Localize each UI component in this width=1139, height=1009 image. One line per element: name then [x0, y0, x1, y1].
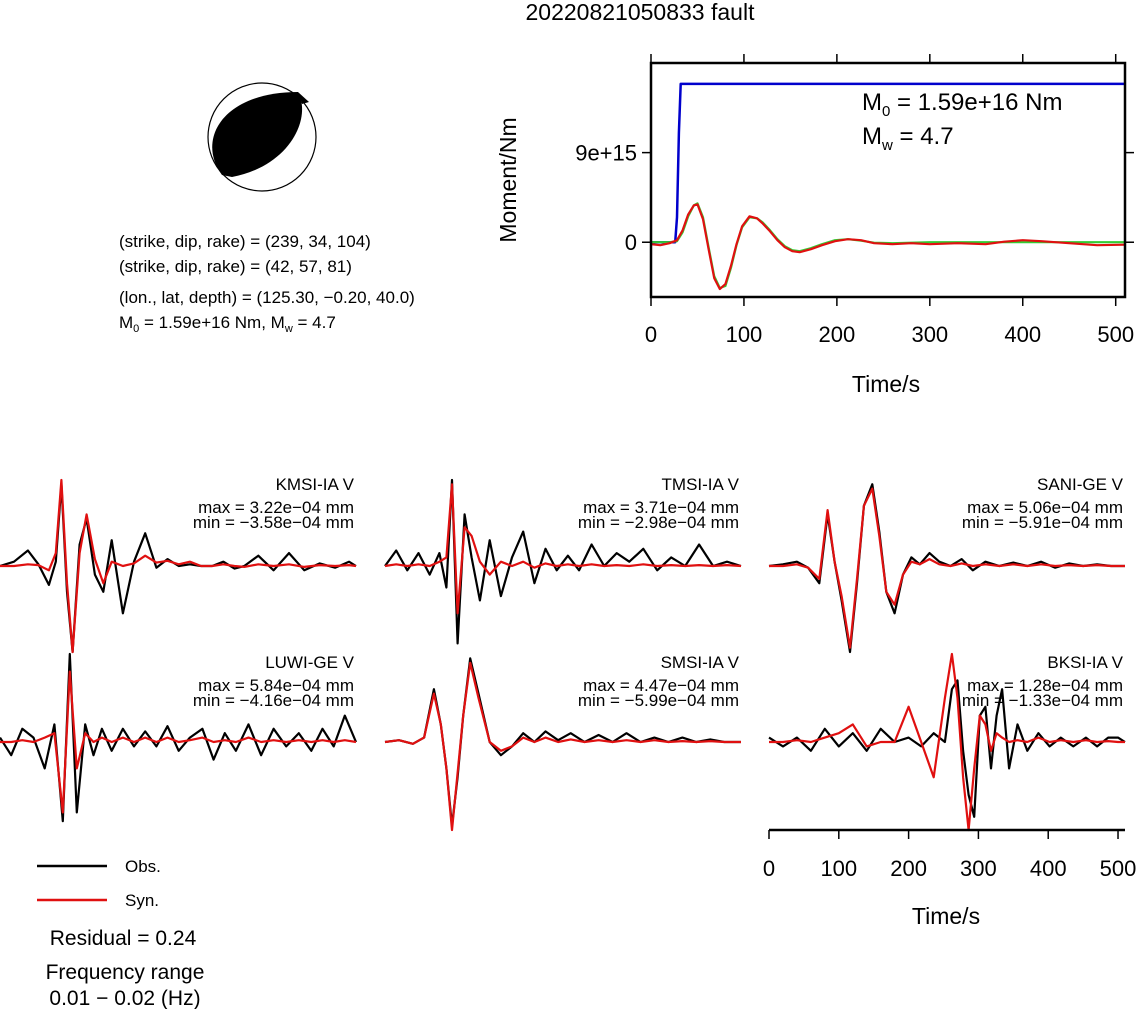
waveform-x-axis-label: Time/s	[912, 903, 980, 929]
station-name: SANI-GE V	[1037, 475, 1124, 494]
station-min: min = −3.58e−04 mm	[193, 513, 354, 532]
moment-plot-frame	[649, 61, 1127, 299]
station-min: min = −4.16e−04 mm	[193, 691, 354, 710]
figure-title: 20220821050833 fault	[526, 0, 756, 25]
synthetic-waveform	[0, 670, 357, 814]
station-min: min = −2.98e−04 mm	[578, 513, 739, 532]
station-min: min = −1.33e−04 mm	[962, 691, 1123, 710]
station-max: max = 4.47e−04 mm	[583, 676, 739, 695]
station-max: max = 3.22e−04 mm	[198, 498, 354, 517]
residual-text: Residual = 0.24	[50, 927, 197, 950]
moment-x-ticks: 0 100 200 300 400 500	[645, 54, 1134, 347]
moment-x-tick-label: 100	[726, 322, 763, 347]
legend-obs-label: Obs.	[125, 857, 161, 876]
synthetic-waveform	[769, 487, 1125, 649]
legend: Obs. Syn.	[37, 857, 161, 910]
station-min: min = −5.91e−04 mm	[962, 513, 1123, 532]
moment-mw-annotation: Mw = 4.7	[862, 123, 954, 154]
nodal-plane-1: (strike, dip, rake) = (239, 34, 104)	[119, 232, 371, 251]
moment-x-tick-label: 0	[645, 322, 657, 347]
waveform-x-tick-label: 300	[960, 856, 997, 881]
station-max: max = 3.71e−04 mm	[583, 498, 739, 517]
moment-series-rate	[650, 203, 1126, 291]
waveform-x-tick-label: 0	[763, 856, 775, 881]
moment-y-tick-label: 0	[625, 230, 637, 255]
station-min: min = −5.99e−04 mm	[578, 691, 739, 710]
station-name: SMSI-IA V	[661, 653, 740, 672]
moment-panel: 0 100 200 300 400 500 0 9e+15 Time/s Moment/Nm…	[495, 54, 1134, 397]
waveform-x-tick-label: 100	[820, 856, 857, 881]
station-name: BKSI-IA V	[1047, 653, 1123, 672]
moment-m0-annotation: M0 = 1.59e+16 Nm	[862, 89, 1062, 120]
frequency-range-value: 0.01 − 0.02 (Hz)	[49, 987, 200, 1009]
waveform-x-tick-label: 400	[1030, 856, 1067, 881]
station-name: LUWI-GE V	[265, 653, 354, 672]
moment-y-axis-label: Moment/Nm	[495, 117, 521, 242]
hypocenter-location: (lon., lat, depth) = (125.30, −0.20, 40.…	[119, 288, 415, 307]
moment-magnitude-line: M0 = 1.59e+16 Nm, Mw = 4.7	[119, 313, 336, 335]
waveform-x-tick-label: 500	[1100, 856, 1137, 881]
moment-y-ticks: 0 9e+15	[575, 141, 1134, 255]
synthetic-waveform	[384, 483, 742, 615]
moment-x-tick-label: 200	[819, 322, 856, 347]
mechanism-info: (strike, dip, rake) = (239, 34, 104) (st…	[119, 232, 415, 335]
waveform-time-axis: 0 100 200 300 400 500	[763, 828, 1137, 881]
moment-x-tick-label: 500	[1097, 322, 1134, 347]
observed-waveform	[384, 478, 742, 645]
moment-x-axis-label: Time/s	[852, 371, 920, 397]
beachball-icon	[207, 82, 317, 192]
synthetic-waveform	[384, 661, 741, 832]
moment-y-tick-label: 9e+15	[575, 141, 637, 166]
station-max: max = 5.06e−04 mm	[967, 498, 1123, 517]
station-max: max = 5.84e−04 mm	[198, 676, 354, 695]
waveform-x-tick-label: 200	[890, 856, 927, 881]
synthetic-waveform	[769, 652, 1125, 832]
station-name: TMSI-IA V	[662, 475, 740, 494]
moment-series-rate_fit	[651, 202, 1125, 290]
moment-x-tick-label: 400	[1004, 322, 1041, 347]
legend-syn-label: Syn.	[125, 891, 159, 910]
synthetic-waveform	[0, 478, 357, 654]
nodal-plane-2: (strike, dip, rake) = (42, 57, 81)	[119, 257, 352, 276]
moment-plot-area	[650, 82, 1126, 291]
station-name: KMSI-IA V	[276, 475, 355, 494]
moment-x-tick-label: 300	[911, 322, 948, 347]
frequency-range-title: Frequency range	[46, 961, 205, 984]
station-max: max = 1.28e−04 mm	[967, 676, 1123, 695]
